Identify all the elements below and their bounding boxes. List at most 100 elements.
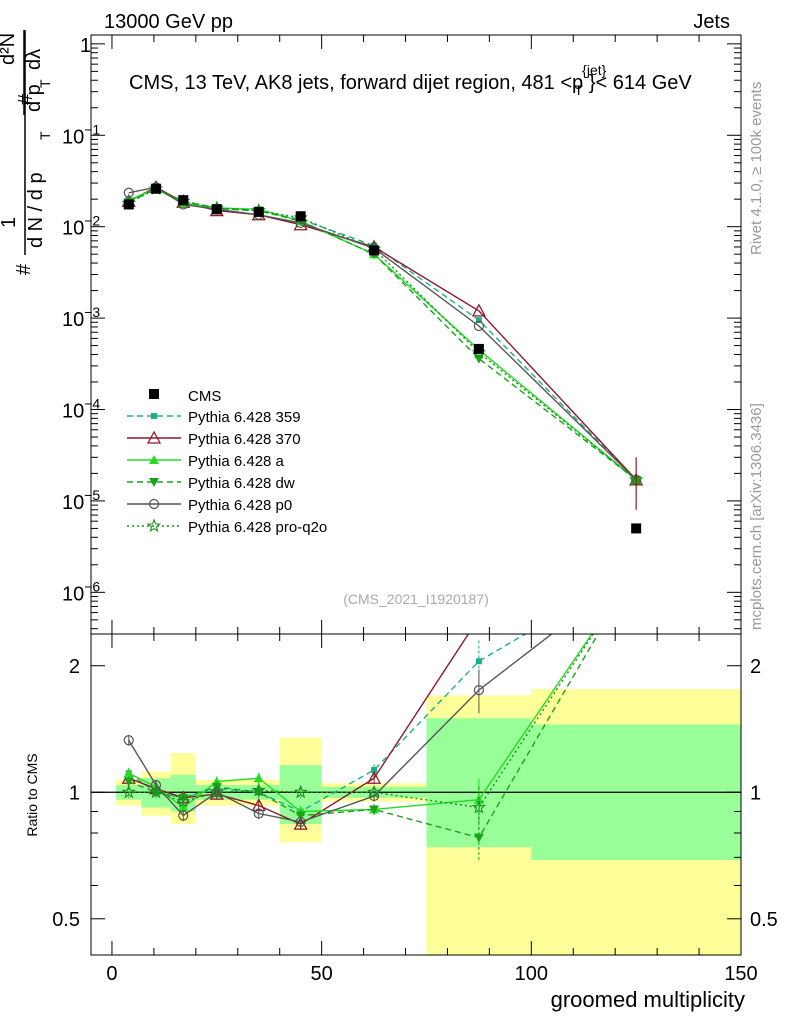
ratio-series-marker (366, 770, 382, 784)
legend-marker (148, 498, 160, 510)
ratio-y-tick-label: 1 (69, 782, 80, 804)
category-label: Jets (693, 11, 730, 33)
legend-marker-data (149, 389, 159, 399)
data-point (631, 523, 642, 534)
y-label-frac-4: d²N (0, 33, 19, 65)
ratio-series-line (128, 634, 595, 809)
ratio-series-marker (253, 773, 264, 783)
legend-label: Pythia 6.428 a (188, 453, 285, 470)
main-y-tick-label: 10−5 (62, 487, 100, 514)
plot-title: CMS, 13 TeV, AK8 jets, forward dijet reg… (129, 62, 692, 98)
y-label-frac-6: dλ (23, 49, 45, 70)
ratio-series-marker (178, 810, 189, 821)
ratio-series-marker (293, 816, 308, 830)
ratio-series-marker (123, 768, 134, 778)
main-series-marker (475, 317, 482, 324)
legend-label: Pythia 6.428 p0 (188, 497, 292, 514)
data-point (178, 195, 189, 206)
main-series-marker (473, 320, 485, 332)
main-series-line (128, 187, 637, 481)
ratio-series-marker (369, 805, 380, 815)
energy-label: 13000 GeV pp (104, 11, 233, 33)
ratio-clip-group (91, 634, 741, 955)
main-series-marker (471, 303, 486, 317)
legend-marker (146, 518, 162, 533)
x-tick-label: 150 (724, 963, 757, 985)
ratio-series-marker (471, 799, 487, 814)
plot-title-end: }< 614 GeV (589, 72, 693, 94)
ratio-series-marker (293, 784, 308, 799)
legend-marker (151, 413, 157, 419)
ratio-y-tick-label-right: 0.5 (750, 909, 778, 931)
main-y-tick-label: 10−2 (62, 213, 100, 240)
x-tick-label: 100 (515, 963, 548, 985)
data-point (211, 204, 222, 215)
data-point (369, 245, 380, 256)
main-y-tick-label: 10−3 (62, 304, 100, 331)
ratio-series-marker (253, 808, 264, 819)
main-y-tick-label: 10−4 (62, 396, 100, 423)
ratio-plot-area (91, 634, 741, 955)
legend-marker (146, 430, 162, 444)
analysis-id: (CMS_2021_I1920187) (343, 591, 489, 607)
ratio-series-marker (371, 766, 378, 773)
main-plot-area (121, 179, 644, 534)
x-axis: 0 50 100 150 (106, 35, 758, 985)
legend: CMS Pythia 6.428 359 Pythia 6.428 370 Pythi… (127, 388, 327, 536)
ratio-series-marker (295, 816, 306, 828)
ratio-y-tick-label-right: 1 (750, 782, 761, 804)
svg-text:T: T (37, 131, 53, 140)
y-axis-label-ratio: Ratio to CMS (24, 753, 40, 836)
y-label-frac-1-num: 1 (0, 217, 20, 228)
legend-label: Pythia 6.428 359 (188, 409, 301, 426)
ratio-series-marker (176, 794, 191, 808)
legend-label: Pythia 6.428 370 (188, 431, 301, 448)
plot-title-sup: {jet} (582, 62, 606, 78)
main-y-tick-label: 10−1 (62, 121, 100, 148)
ratio-series-marker (121, 784, 136, 799)
x-tick-label: 0 (106, 963, 117, 985)
x-tick-label: 50 (311, 963, 333, 985)
data-point (123, 199, 134, 210)
data-point (295, 211, 306, 222)
plot-title-main: CMS, 13 TeV, AK8 jets, forward dijet reg… (129, 72, 583, 94)
y-label-frac-1: # (13, 263, 35, 275)
data-point (253, 206, 264, 217)
y-label-frac-3: # (15, 93, 37, 105)
svg-text:T: T (37, 79, 53, 88)
main-y-axis: 1 10−1 10−2 10−3 10−4 10−5 10−6 (62, 35, 741, 630)
ratio-series-marker (475, 658, 482, 665)
ratio-y-tick-label-right: 2 (750, 656, 761, 678)
ratio-series-marker (368, 790, 380, 802)
ratio-series-marker (473, 833, 484, 843)
legend-label: Pythia 6.428 pro-q2o (188, 519, 327, 536)
ratio-series-marker (148, 784, 164, 799)
ratio-series-marker (209, 784, 224, 799)
ratio-series-marker (366, 784, 382, 799)
ratio-y-tick-label: 2 (69, 656, 80, 678)
ratio-plot-frame (90, 633, 742, 956)
plot-title-sub: T (574, 82, 583, 98)
main-plot-frame (90, 34, 742, 635)
legend-marker (149, 455, 159, 464)
ratio-series-marker (123, 735, 134, 746)
x-axis-label: groomed multiplicity (551, 987, 745, 1012)
legend-label-data: CMS (188, 388, 221, 405)
legend-label: Pythia 6.428 dw (188, 475, 295, 492)
data-point (151, 183, 161, 194)
ratio-y-tick-label: 0.5 (52, 909, 80, 931)
mcplots-side-label: mcplots.cern.ch [arXiv:1306.3436] (748, 403, 765, 630)
y-label-frac-5: d p (23, 84, 45, 112)
rivet-side-label: Rivet 4.1.0, ≥ 100k events (748, 82, 765, 255)
legend-marker (149, 478, 159, 487)
ratio-series-marker (473, 685, 485, 696)
main-y-tick-label: 1 (80, 35, 91, 57)
ratio-series-marker (123, 777, 134, 787)
ratio-y-axis: 0.5 0.5 1 1 2 2 (52, 656, 778, 931)
data-point (473, 343, 484, 354)
ratio-series-marker (295, 811, 306, 821)
y-axis-label-main: # 1 d N / d p T # d²N d p T dλ (0, 30, 53, 275)
main-y-tick-label: 10−6 (62, 578, 100, 605)
ratio-series-marker (251, 782, 266, 797)
